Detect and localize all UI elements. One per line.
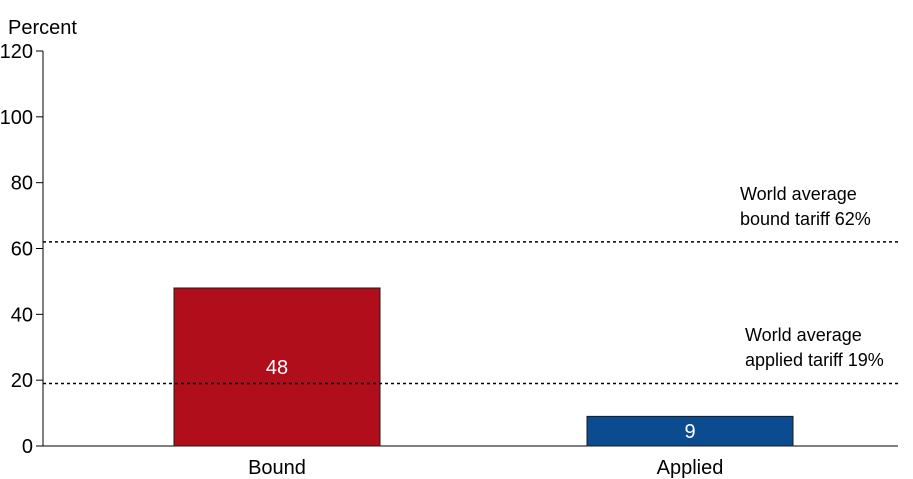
y-tick-label: 40 [11, 304, 33, 326]
x-tick-labels: Bound Applied [248, 457, 723, 479]
data-label-applied: 9 [684, 421, 695, 443]
bars: 48 9 [173, 287, 794, 447]
y-tick-label: 0 [22, 436, 33, 458]
bar-bound [173, 287, 381, 447]
x-tick-label-bound: Bound [248, 457, 306, 479]
y-ticks: 0 20 40 60 80 100 120 [0, 41, 43, 458]
y-tick-label: 60 [11, 239, 33, 261]
reference-line-label: World average [740, 184, 857, 204]
y-tick-label: 20 [11, 370, 33, 392]
reference-line-label: World average [745, 325, 862, 345]
data-label-bound: 48 [266, 357, 288, 379]
y-tick-label: 120 [0, 41, 33, 63]
reference-line-label: bound tariff 62% [740, 209, 871, 229]
reference-lines: World average bound tariff 62% World avera… [43, 184, 898, 385]
reference-line-label: applied tariff 19% [745, 350, 884, 370]
bar-applied [586, 415, 794, 447]
y-tick-label: 80 [11, 173, 33, 195]
x-tick-label-applied: Applied [657, 457, 724, 479]
y-axis-label: Percent [8, 17, 77, 39]
y-tick-label: 100 [0, 107, 33, 129]
